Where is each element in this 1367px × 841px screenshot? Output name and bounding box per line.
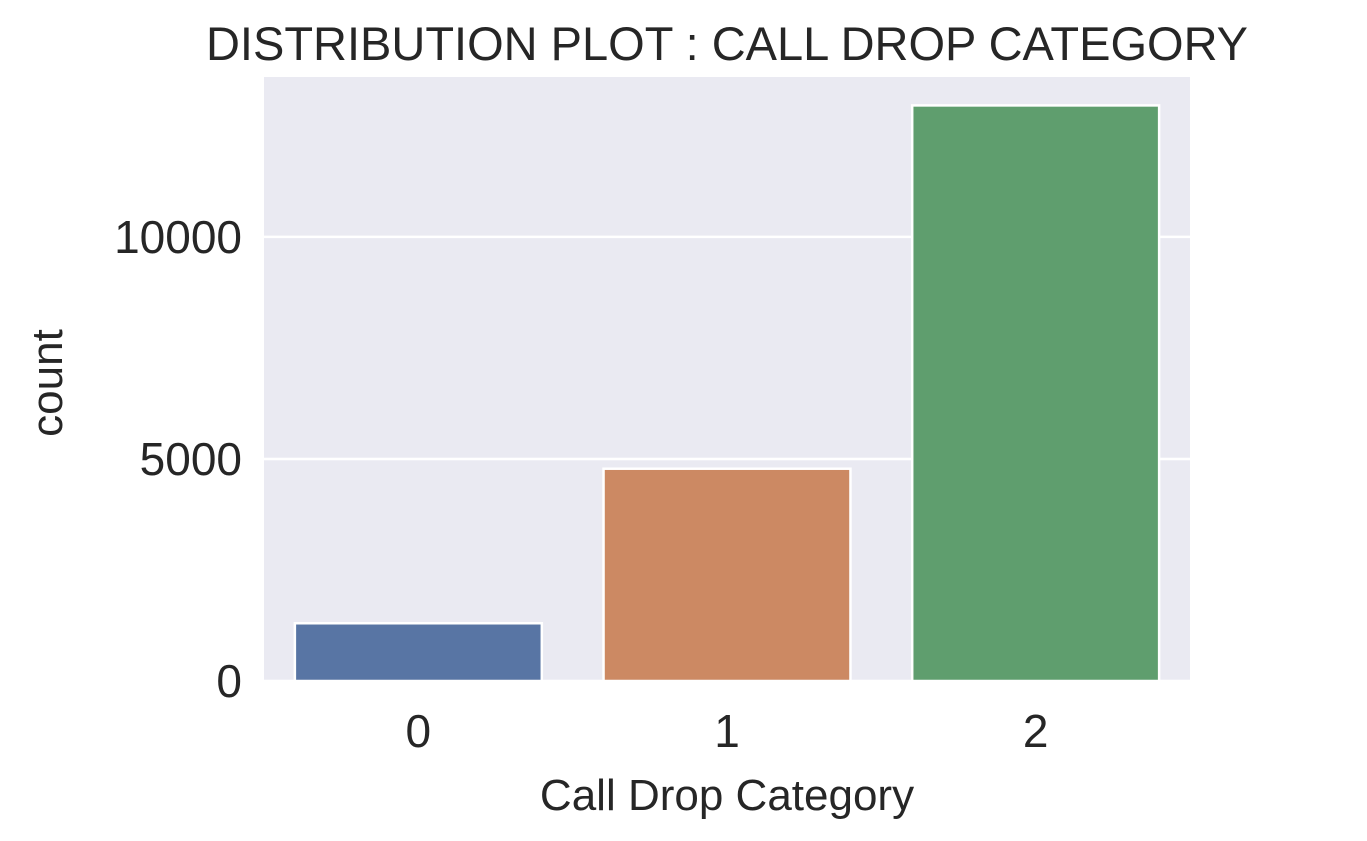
bars	[293, 104, 1161, 683]
bar-category-1	[602, 467, 852, 683]
bar-category-2	[910, 104, 1161, 683]
x-tick-label-0: 0	[406, 705, 432, 757]
y-axis-label: count	[23, 329, 72, 437]
x-axis-label: Call Drop Category	[540, 771, 914, 820]
x-tick-label-1: 1	[714, 705, 740, 757]
y-tick-label-10000: 10000	[114, 211, 242, 263]
chart-title: DISTRIBUTION PLOT : CALL DROP CATEGORY	[206, 17, 1248, 70]
x-tick-labels: 0 1 2	[406, 705, 1049, 757]
y-tick-label-0: 0	[216, 655, 242, 707]
y-tick-labels: 0 5000 10000	[114, 211, 242, 707]
x-tick-label-2: 2	[1023, 705, 1049, 757]
bar-category-0	[293, 622, 544, 683]
y-tick-label-5000: 5000	[140, 433, 242, 485]
